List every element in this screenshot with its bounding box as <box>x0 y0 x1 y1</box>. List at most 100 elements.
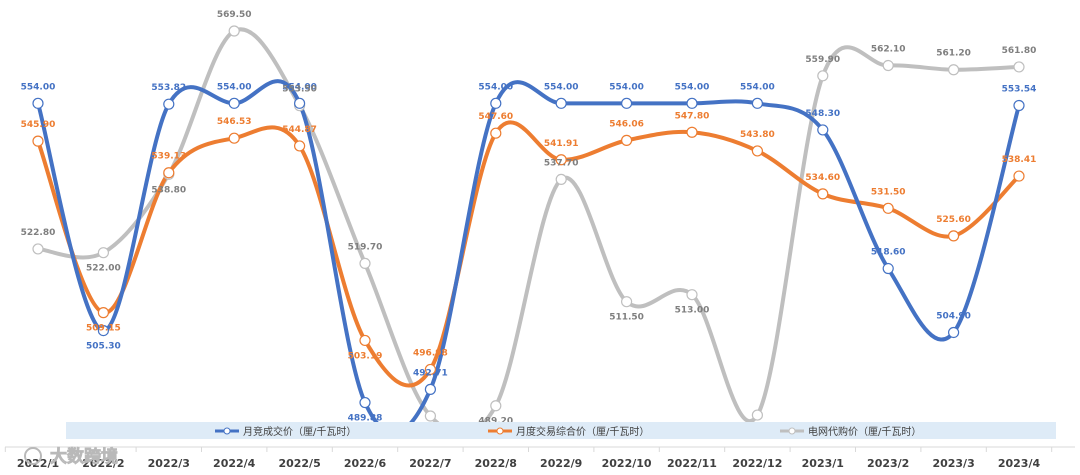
data-point <box>359 396 371 409</box>
data-point <box>294 97 306 109</box>
data-point <box>490 400 502 412</box>
data-label: 489.20 <box>478 417 513 427</box>
x-tick-label: 2022/9 <box>540 457 582 470</box>
data-point <box>359 257 371 269</box>
data-point <box>555 97 567 109</box>
data-label: 538.80 <box>151 185 186 195</box>
data-point <box>882 59 894 72</box>
x-tick-label: 2023/3 <box>932 457 974 470</box>
data-point <box>882 262 894 275</box>
data-point <box>424 383 436 395</box>
data-point <box>97 307 110 319</box>
data-point <box>97 325 110 337</box>
data-label: 503.19 <box>348 351 383 361</box>
x-tick-label: 2023/4 <box>998 457 1041 470</box>
data-label: 553.50 <box>282 85 317 95</box>
x-axis: 2022/1 2022/2 2022/3 2022/4 2022/5 2022/6 2022… <box>4 446 1075 470</box>
x-tick-label: 2022/7 <box>409 457 451 470</box>
data-label: 559.90 <box>805 55 840 65</box>
x-tick-label: 2022/12 <box>732 457 782 470</box>
data-label: 509.15 <box>86 324 121 334</box>
data-label: 554.00 <box>478 82 513 92</box>
legend-marker-swatch <box>496 427 504 435</box>
data-label: 546.53 <box>217 117 252 127</box>
data-label: 547.60 <box>478 112 513 122</box>
data-label: 505.30 <box>86 342 121 352</box>
watermark: 大数跨境 <box>24 446 118 467</box>
data-point <box>620 134 633 146</box>
legend-entry: 电网代购价（厘/千瓦时） <box>808 425 921 438</box>
x-tick-label: 2023/1 <box>802 457 844 470</box>
data-label: 553.82 <box>151 83 186 93</box>
data-label: 554.00 <box>21 82 56 92</box>
series-markers <box>32 25 1025 422</box>
data-label: 548.30 <box>805 109 840 119</box>
data-label: 554.00 <box>609 82 644 92</box>
data-point <box>228 97 240 109</box>
data-label: 492.71 <box>413 368 448 378</box>
data-label: 525.60 <box>936 215 971 225</box>
data-label: 561.80 <box>1002 46 1037 56</box>
data-point <box>32 135 44 147</box>
data-point <box>1013 170 1025 182</box>
data-point <box>163 98 175 110</box>
data-point <box>817 124 829 136</box>
legend: 月竞成交价（厘/千瓦时） 月度交易综合价（厘/千瓦时） 电网代购价（厘/千瓦时） <box>66 422 1056 439</box>
x-tick-label: 2022/5 <box>278 457 320 470</box>
data-point <box>686 289 698 301</box>
x-tick-label: 2022/4 <box>213 457 256 470</box>
data-label: 562.10 <box>871 45 906 55</box>
data-label: 554.00 <box>282 82 317 92</box>
legend-background <box>66 422 1056 439</box>
legend-entry: 月度交易综合价（厘/千瓦时） <box>516 425 649 438</box>
legend-marker-swatch <box>223 427 231 435</box>
data-label: 541.91 <box>544 139 579 149</box>
data-point <box>947 64 960 76</box>
data-point <box>1013 61 1025 73</box>
legend-marker-swatch <box>788 427 796 435</box>
data-label: 544.87 <box>282 125 317 135</box>
data-label: 531.50 <box>871 187 906 197</box>
data-label: 553.54 <box>1002 84 1037 94</box>
data-point <box>32 97 44 109</box>
data-label: 547.80 <box>675 111 710 121</box>
data-label: 545.90 <box>21 120 56 130</box>
x-tick-label: 2022/6 <box>344 457 387 470</box>
data-point <box>163 167 175 179</box>
data-label: 554.00 <box>740 82 775 92</box>
data-point <box>751 97 764 109</box>
data-point <box>294 140 306 152</box>
data-point <box>1013 99 1025 112</box>
data-labels: 554.00 505.30 553.82 554.00 554.00 489.88 492.… <box>21 10 1037 437</box>
data-label: 519.70 <box>348 242 383 252</box>
data-point <box>882 202 894 214</box>
watermark-text: 大数跨境 <box>50 446 118 467</box>
data-point <box>751 409 764 421</box>
data-point <box>32 243 44 255</box>
data-label: 504.90 <box>936 311 971 321</box>
data-point <box>424 363 436 376</box>
data-label: 511.50 <box>609 313 644 323</box>
data-label: 496.98 <box>413 348 448 358</box>
data-point <box>817 188 829 200</box>
data-label: 546.06 <box>609 119 644 129</box>
legend-entry: 月竞成交价（厘/千瓦时） <box>243 425 356 438</box>
data-point <box>424 410 436 422</box>
data-label: 543.80 <box>740 130 775 140</box>
data-label: 561.20 <box>936 49 971 59</box>
data-label: 537.70 <box>544 158 579 168</box>
x-tick-label: 2022/2 <box>82 457 124 470</box>
data-point <box>686 97 698 109</box>
data-label: 538.41 <box>1002 155 1037 165</box>
x-tick-label: 2022/11 <box>667 457 717 470</box>
data-label: 522.80 <box>21 228 56 238</box>
data-point <box>620 97 633 109</box>
data-point <box>490 127 502 139</box>
data-point <box>228 25 240 37</box>
data-label: 489.88 <box>348 414 383 424</box>
data-point <box>555 154 567 166</box>
data-point <box>490 97 502 109</box>
data-point <box>817 70 829 82</box>
x-tick-label: 2022/8 <box>475 457 517 470</box>
